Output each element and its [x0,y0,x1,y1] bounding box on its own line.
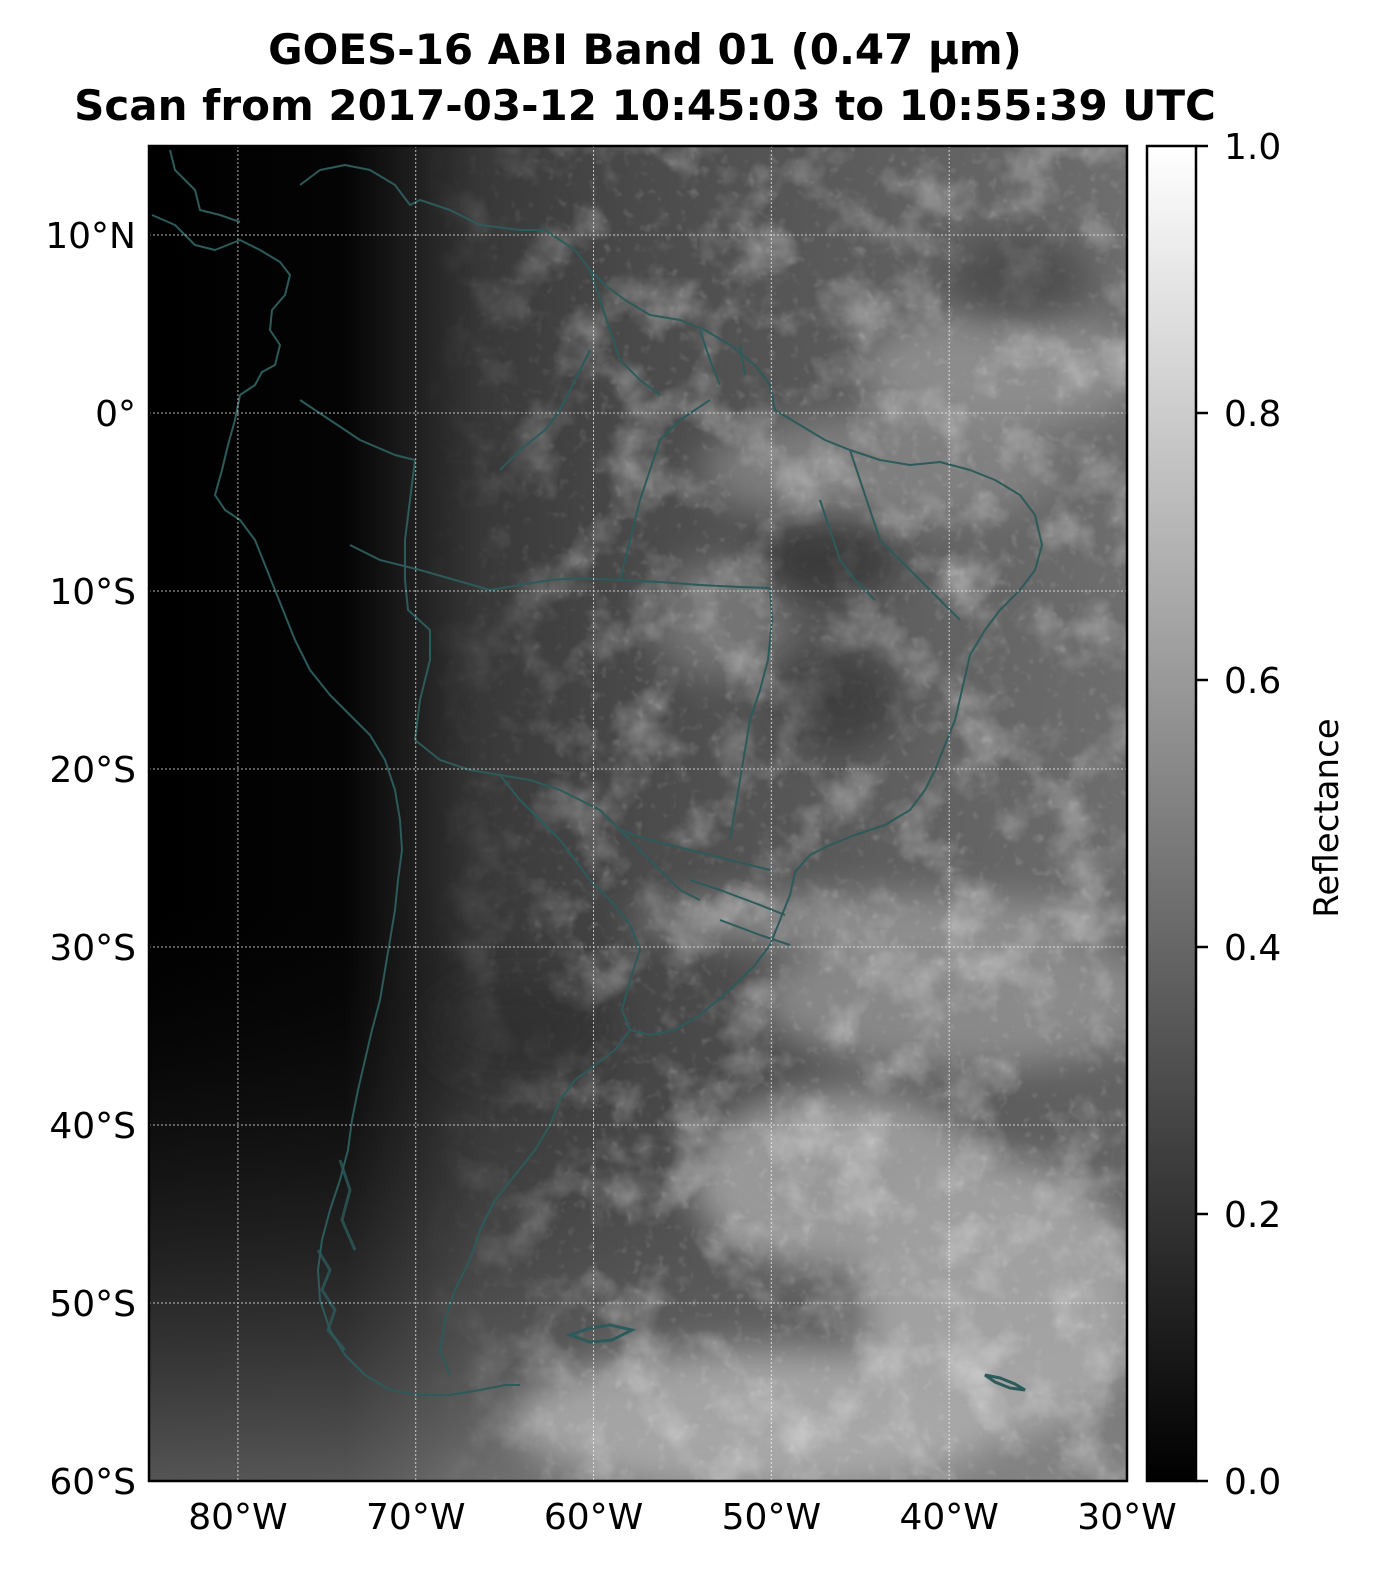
lat-tick-label: 40°S [49,1106,136,1147]
longitude-tick-labels: 80°W 70°W 60°W 50°W 40°W 30°W [188,1497,1176,1538]
lon-tick-label: 70°W [366,1497,465,1538]
lon-tick-label: 80°W [188,1497,287,1538]
colorbar-tick-label: 0.0 [1224,1462,1281,1503]
lat-tick-label: 60°S [49,1462,136,1503]
colorbar-tick-label: 0.4 [1224,928,1281,969]
colorbar-label: Reflectance [1307,718,1347,917]
lon-tick-label: 40°W [899,1497,998,1538]
colorbar-ticks: 0.0 0.2 0.4 0.6 0.8 1.0 [1196,127,1281,1503]
satellite-image [149,146,1160,1490]
lat-tick-label: 20°S [49,750,136,791]
latitude-tick-labels: 10°N 0° 10°S 20°S 30°S 40°S 50°S 60°S [45,216,136,1503]
lat-tick-label: 50°S [49,1284,136,1325]
lat-tick-label: 10°N [45,216,136,257]
colorbar-tick-label: 0.8 [1224,394,1281,435]
lon-tick-label: 30°W [1077,1497,1176,1538]
colorbar-tick-label: 1.0 [1224,127,1281,168]
colorbar [1147,146,1196,1481]
lat-tick-label: 0° [95,394,136,435]
lat-tick-label: 10°S [49,572,136,613]
colorbar-tick-label: 0.6 [1224,661,1281,702]
colorbar-tick-label: 0.2 [1224,1195,1281,1236]
lat-tick-label: 30°S [49,928,136,969]
lon-tick-label: 50°W [722,1497,821,1538]
lon-tick-label: 60°W [544,1497,643,1538]
